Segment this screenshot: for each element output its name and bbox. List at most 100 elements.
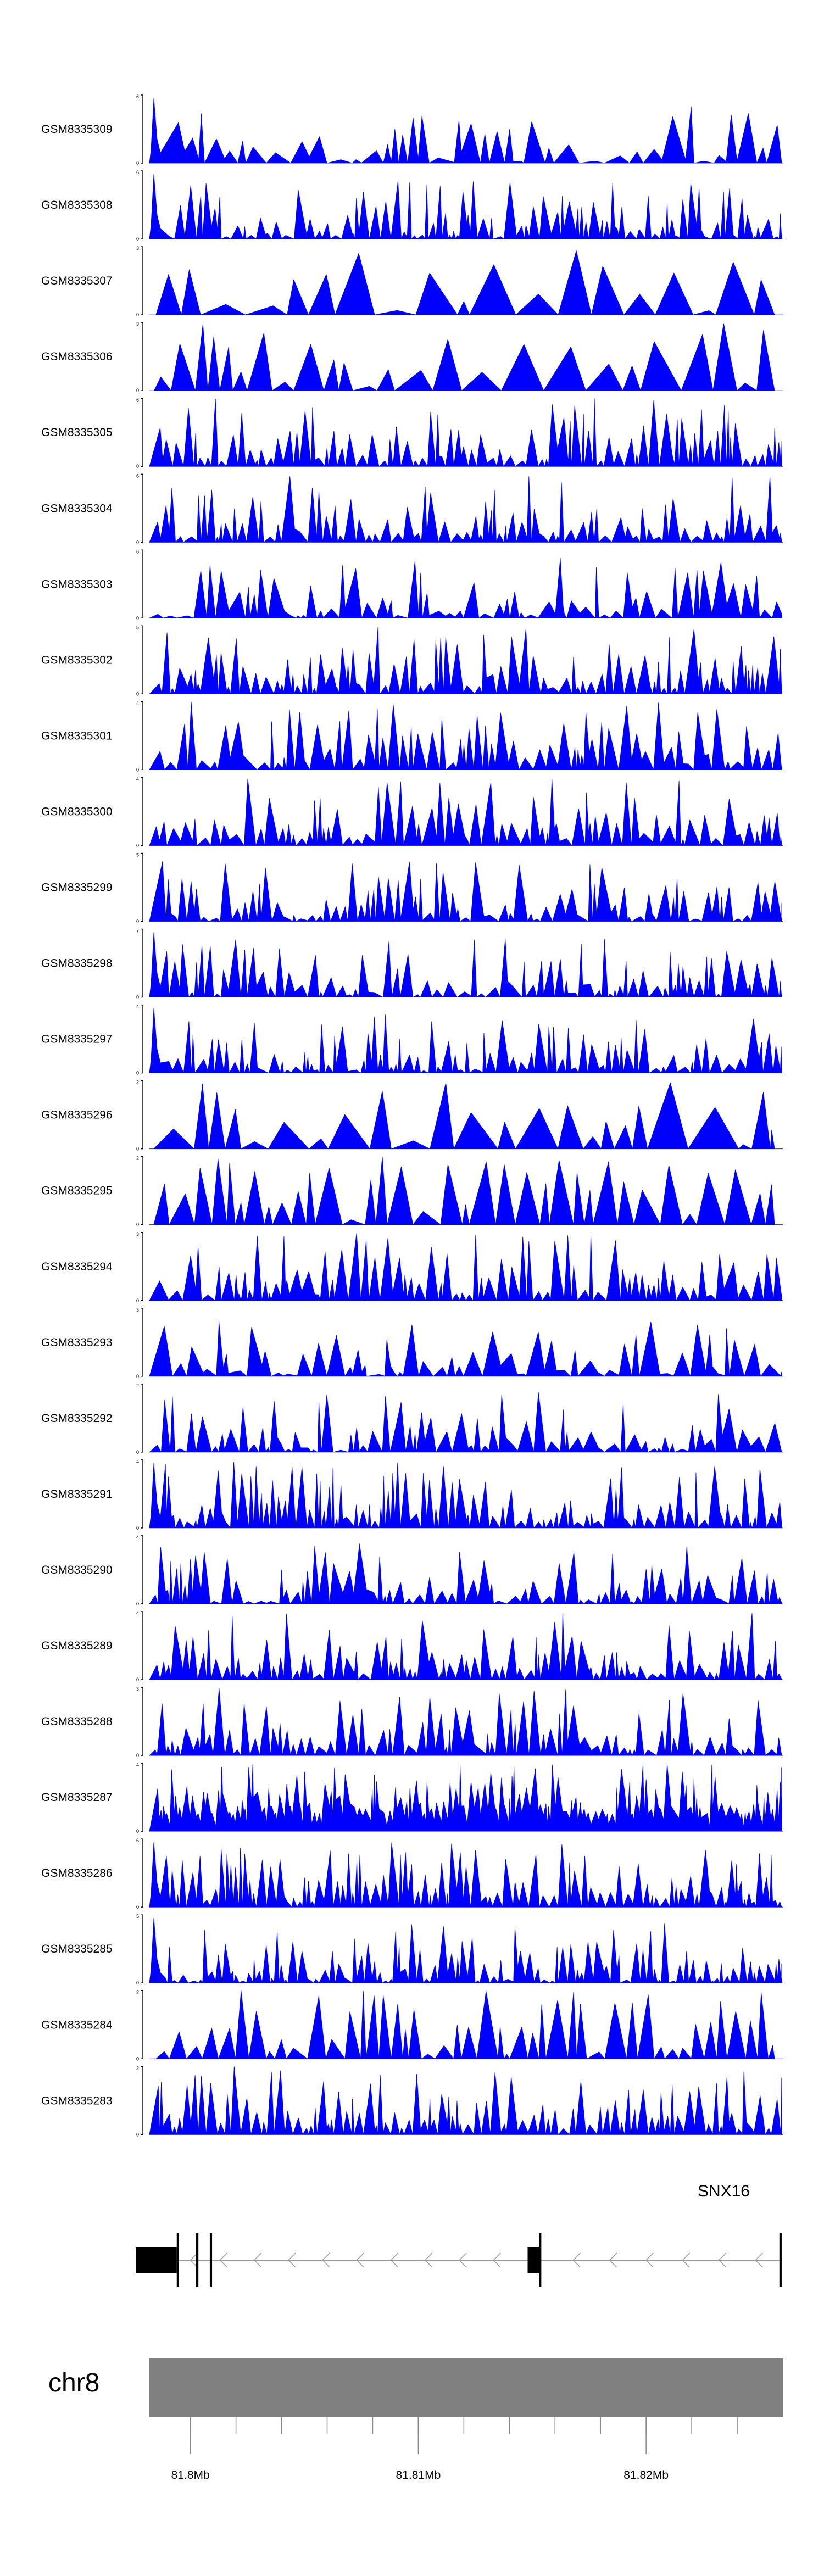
track-GSM8335294: GSM8335294 3 0 xyxy=(41,1231,783,1303)
coverage-area xyxy=(149,1392,783,1453)
y-axis-min-label: 0 xyxy=(136,843,139,848)
track-GSM8335287: GSM8335287 4 0 xyxy=(41,1762,783,1834)
track-label: GSM8335308 xyxy=(41,199,113,211)
axis-tick-label: 81.82Mb xyxy=(623,2469,669,2482)
y-axis-max-label: 4 xyxy=(136,1004,139,1010)
track-label: GSM8335292 xyxy=(41,1412,113,1425)
coverage-area xyxy=(149,1082,783,1150)
track-GSM8335286: GSM8335286 6 0 xyxy=(41,1838,783,1910)
strand-arrow xyxy=(390,2252,399,2268)
track-label: GSM8335295 xyxy=(41,1185,113,1197)
axis-tick-label: 81.8Mb xyxy=(171,2469,210,2482)
strand-arrow xyxy=(645,2252,654,2268)
genome-axis-track: chr8 81.8Mb 81.81Mb 81.82Mb xyxy=(48,2358,783,2482)
coverage-area xyxy=(149,1918,783,1983)
y-axis-min-label: 0 xyxy=(136,1904,139,1910)
y-axis-max-label: 5 xyxy=(136,1914,139,1919)
track-GSM8335293: GSM8335293 3 0 xyxy=(41,1307,783,1379)
y-axis-max-label: 7 xyxy=(136,928,139,934)
track-GSM8335284: GSM8335284 2 0 xyxy=(41,1989,783,2061)
y-axis-max-label: 4 xyxy=(136,1535,139,1540)
track-label: GSM8335293 xyxy=(41,1336,113,1349)
coverage-area xyxy=(149,702,783,770)
y-axis-max-label: 5 xyxy=(136,852,139,858)
track-label: GSM8335294 xyxy=(41,1261,113,1273)
y-axis-max-label: 6 xyxy=(136,473,139,478)
y-axis-max-label: 2 xyxy=(136,1156,139,1161)
axis-tick-label: 81.81Mb xyxy=(396,2469,441,2482)
y-axis-max-label: 4 xyxy=(136,1459,139,1464)
track-GSM8335304: GSM8335304 6 0 xyxy=(41,473,783,545)
y-axis-min-label: 0 xyxy=(136,1753,139,1758)
y-axis-min-label: 0 xyxy=(136,1601,139,1607)
track-GSM8335297: GSM8335297 4 0 xyxy=(41,1004,783,1076)
track-label: GSM8335291 xyxy=(41,1488,113,1501)
coverage-area xyxy=(149,398,783,467)
y-axis-max-label: 6 xyxy=(136,549,139,554)
track-GSM8335285: GSM8335285 5 0 xyxy=(41,1914,783,1986)
y-axis-max-label: 3 xyxy=(136,246,139,251)
y-axis-max-label: 2 xyxy=(136,1080,139,1085)
track-GSM8335296: GSM8335296 2 0 xyxy=(41,1080,783,1152)
track-GSM8335301: GSM8335301 4 0 xyxy=(41,700,783,772)
exon-block xyxy=(779,2233,782,2287)
track-label: GSM8335286 xyxy=(41,1867,113,1880)
coverage-area xyxy=(149,1764,783,1832)
track-GSM8335289: GSM8335289 4 0 xyxy=(41,1610,783,1682)
strand-arrow xyxy=(424,2252,433,2268)
strand-arrow xyxy=(322,2252,330,2268)
y-axis-min-label: 0 xyxy=(136,919,139,924)
gene-track: SNX16 xyxy=(136,2182,782,2287)
track-label: GSM8335287 xyxy=(41,1791,113,1804)
track-GSM8335298: GSM8335298 7 0 xyxy=(41,928,783,1000)
track-label: GSM8335307 xyxy=(41,275,113,287)
y-axis-min-label: 0 xyxy=(136,1070,139,1076)
track-GSM8335305: GSM8335305 6 0 xyxy=(41,397,783,469)
y-axis-max-label: 6 xyxy=(136,94,139,99)
y-axis-max-label: 3 xyxy=(136,1307,139,1313)
y-axis-min-label: 0 xyxy=(136,312,139,317)
y-axis-min-label: 0 xyxy=(136,2056,139,2061)
strand-arrow xyxy=(287,2252,296,2268)
coverage-area xyxy=(149,1688,783,1756)
y-axis-min-label: 0 xyxy=(136,1828,139,1834)
track-label: GSM8335284 xyxy=(41,2019,113,2031)
y-axis-min-label: 0 xyxy=(136,615,139,621)
track-label: GSM8335301 xyxy=(41,729,113,742)
coverage-area xyxy=(149,1233,783,1301)
y-axis-min-label: 0 xyxy=(136,1980,139,1986)
gene-model xyxy=(136,2233,782,2287)
track-GSM8335309: GSM8335309 6 0 xyxy=(41,94,783,166)
track-GSM8335292: GSM8335292 2 0 xyxy=(41,1383,783,1455)
y-axis-min-label: 0 xyxy=(136,1298,139,1303)
track-GSM8335300: GSM8335300 4 0 xyxy=(41,776,783,848)
utr-block xyxy=(136,2247,177,2273)
coverage-area xyxy=(149,932,783,997)
coverage-area xyxy=(149,98,783,164)
track-label: GSM8335285 xyxy=(41,1943,113,1955)
y-axis-max-label: 2 xyxy=(136,2065,139,2071)
y-axis-max-label: 6 xyxy=(136,397,139,403)
coverage-area xyxy=(149,778,783,846)
y-axis-min-label: 0 xyxy=(136,1677,139,1682)
y-axis-max-label: 4 xyxy=(136,1610,139,1616)
track-label: GSM8335283 xyxy=(41,2094,113,2107)
track-label: GSM8335303 xyxy=(41,578,113,590)
coverage-area xyxy=(149,861,783,922)
track-label: GSM8335306 xyxy=(41,350,113,363)
strand-arrow xyxy=(718,2252,727,2268)
track-GSM8335302: GSM8335302 5 0 xyxy=(41,625,783,696)
exon-block xyxy=(176,2233,179,2287)
track-GSM8335306: GSM8335306 3 0 xyxy=(41,321,783,393)
track-GSM8335291: GSM8335291 4 0 xyxy=(41,1459,783,1531)
strand-arrow xyxy=(253,2252,262,2268)
coverage-area xyxy=(149,1157,783,1225)
track-label: GSM8335290 xyxy=(41,1564,113,1576)
exon-block xyxy=(539,2233,542,2287)
track-GSM8335299: GSM8335299 5 0 xyxy=(41,852,783,924)
strand-arrow xyxy=(356,2252,364,2268)
coverage-area xyxy=(149,1543,783,1604)
track-GSM8335290: GSM8335290 4 0 xyxy=(41,1535,783,1607)
axis-ticks: 81.8Mb 81.81Mb 81.82Mb xyxy=(171,2417,738,2482)
